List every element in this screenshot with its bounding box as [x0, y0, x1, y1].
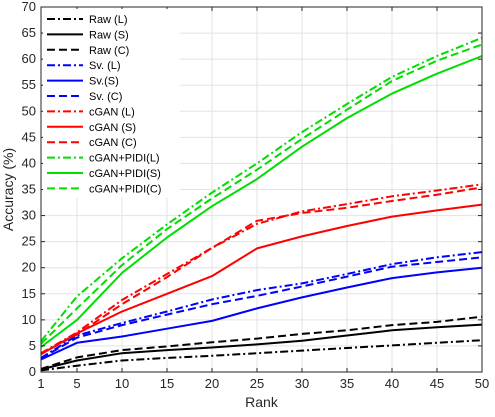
x-tick-label: 35	[340, 376, 354, 391]
y-tick-label: 25	[22, 234, 36, 249]
y-tick-label: 15	[22, 286, 36, 301]
x-tick-label: 10	[115, 376, 129, 391]
y-tick-label: 55	[22, 77, 36, 92]
x-tick-label: 20	[205, 376, 219, 391]
y-tick-label: 5	[29, 338, 36, 353]
y-tick-label: 40	[22, 155, 36, 170]
legend-entry: Sv.(S)	[89, 76, 119, 88]
y-tick-label: 30	[22, 208, 36, 223]
y-tick-label: 50	[22, 103, 36, 118]
series-line	[40, 251, 483, 359]
series-line	[40, 186, 483, 355]
series-lines	[40, 36, 483, 372]
x-tick-label: 50	[475, 376, 489, 391]
legend-entry: Raw (S)	[89, 29, 129, 41]
series-line	[40, 315, 483, 370]
series-line	[40, 203, 483, 356]
y-tick-label: 0	[29, 364, 36, 379]
y-tick-label: 70	[22, 0, 36, 14]
x-axis-label: Rank	[245, 394, 279, 410]
x-tick-label: 30	[295, 376, 309, 391]
legend-entry: Sv. (L)	[89, 60, 121, 72]
legend-entry: cGAN (C)	[89, 137, 137, 149]
series-line	[40, 36, 483, 342]
x-tick-label: 1	[37, 376, 44, 391]
series-line	[40, 339, 483, 372]
series-line	[40, 323, 483, 371]
y-tick-label: 60	[22, 51, 36, 66]
series-line	[40, 55, 483, 348]
legend: Raw (L) Raw (S) Raw (C) Sv. (L) Sv.(S) Sv. (C…	[43, 9, 180, 198]
y-tick-label: 20	[22, 260, 36, 275]
x-tick-label: 25	[250, 376, 264, 391]
legend-entry: cGAN+PIDI(S)	[89, 168, 161, 180]
y-tick-label: 45	[22, 129, 36, 144]
legend-entry: Raw (L)	[89, 14, 128, 26]
legend-entry: cGAN+PIDI(C)	[89, 183, 161, 195]
legend-entry: cGAN+PIDI(L)	[89, 153, 160, 165]
series-line	[40, 266, 483, 361]
x-tick-label: 15	[160, 376, 174, 391]
series-line	[40, 256, 483, 360]
x-tick-label: 45	[430, 376, 444, 391]
y-tick-label: 35	[22, 182, 36, 197]
y-tick-label: 10	[22, 312, 36, 327]
legend-entry: Sv. (C)	[89, 91, 122, 103]
y-tick-label: 65	[22, 25, 36, 40]
legend-entry: Raw (C)	[89, 45, 129, 57]
axes: 1 5 10 15 20 25 30 35 40 45 5005101520253035404550…	[22, 0, 490, 391]
y-axis-label: Accuracy (%)	[0, 148, 16, 231]
legend-entry: cGAN (L)	[89, 106, 135, 118]
x-tick-label: 5	[73, 376, 80, 391]
x-tick-label: 40	[385, 376, 399, 391]
legend-entry: cGAN (S)	[89, 122, 136, 134]
series-line	[40, 183, 483, 355]
series-line	[40, 43, 483, 345]
legend-box	[43, 9, 180, 198]
